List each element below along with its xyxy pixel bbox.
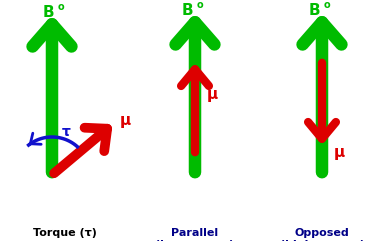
Text: B: B [309, 3, 321, 18]
Text: μ: μ [207, 87, 218, 102]
Text: o: o [324, 0, 331, 10]
Text: Parallel
(low energy): Parallel (low energy) [156, 228, 234, 241]
Text: μ: μ [334, 145, 345, 160]
Text: o: o [58, 2, 65, 12]
Text: Torque (τ): Torque (τ) [33, 228, 97, 238]
Text: τ: τ [62, 125, 70, 139]
Text: o: o [197, 0, 204, 10]
Text: μ: μ [120, 113, 131, 128]
Text: B: B [182, 3, 194, 18]
Text: B: B [43, 5, 55, 20]
Text: Opposed
(high energy): Opposed (high energy) [280, 228, 365, 241]
